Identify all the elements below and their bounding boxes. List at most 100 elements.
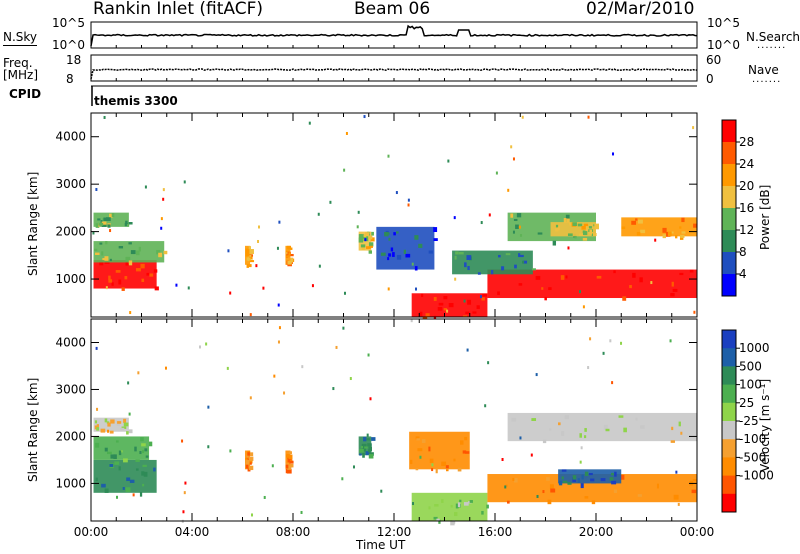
y-tick-label: 2000 <box>55 225 86 239</box>
heatmap-noise <box>363 115 366 119</box>
heatmap-speckle <box>101 223 107 227</box>
heatmap-noise <box>487 361 490 365</box>
heatmap-speckle <box>128 222 133 225</box>
heatmap-noise <box>262 286 265 290</box>
heatmap-speckle <box>123 458 128 463</box>
heatmap-speckle <box>143 471 148 477</box>
heatmap-speckle <box>135 268 141 272</box>
heatmap-noise <box>96 407 99 411</box>
heatmap-noise <box>335 345 338 349</box>
heatmap-speckle <box>248 255 253 259</box>
heatmap-speckle <box>623 427 627 433</box>
heatmap-speckle <box>144 448 148 452</box>
heatmap-speckle <box>118 246 124 249</box>
heatmap-speckle <box>418 243 423 248</box>
heatmap-speckle <box>359 453 362 456</box>
colorbar-tick-label: 25 <box>739 396 754 410</box>
heatmap-noise <box>276 246 279 250</box>
heatmap-noise <box>654 238 657 242</box>
colorbar-tick-label: 20 <box>739 179 754 193</box>
heatmap-speckle <box>519 234 523 237</box>
heatmap-speckle <box>577 223 583 227</box>
colorbar-tick-label: -500 <box>739 450 766 464</box>
heatmap-speckle <box>126 224 130 227</box>
heatmap-speckle <box>458 251 464 255</box>
heatmap-speckle <box>156 249 161 255</box>
heatmap-speckle <box>635 218 638 221</box>
heatmap-speckle <box>368 242 374 247</box>
heatmap-noise <box>412 502 415 506</box>
colorbar-cell <box>722 421 736 440</box>
heatmap-noise <box>446 309 449 313</box>
heatmap-speckle <box>620 474 625 480</box>
heatmap-speckle <box>437 307 443 311</box>
heatmap-speckle <box>111 282 114 286</box>
heatmap-speckle <box>572 475 577 480</box>
heatmap-speckle <box>134 446 137 452</box>
x-tick-label: 20:00 <box>579 525 614 539</box>
heatmap-noise <box>116 495 119 499</box>
heatmap-noise <box>580 446 583 450</box>
heatmap-speckle <box>287 260 292 265</box>
heatmap-speckle <box>472 311 477 314</box>
heatmap-speckle <box>390 247 394 252</box>
heatmap-speckle <box>656 483 659 489</box>
heatmap-speckle <box>588 226 592 229</box>
heatmap-speckle <box>433 516 438 520</box>
heatmap-speckle <box>600 478 606 482</box>
heatmap-speckle <box>562 480 568 483</box>
x-tick-label: 04:00 <box>175 525 210 539</box>
heatmap-speckle <box>122 487 125 490</box>
heatmap-noise <box>249 396 252 400</box>
heatmap-speckle <box>680 234 685 238</box>
heatmap-speckle <box>96 427 100 431</box>
heatmap-noise <box>207 405 210 409</box>
x-tick-label: 16:00 <box>478 525 513 539</box>
heatmap-noise <box>227 249 230 253</box>
heatmap-noise <box>95 346 98 350</box>
colorbar-cell <box>722 120 736 143</box>
heatmap-speckle <box>563 217 567 223</box>
heatmap-speckle <box>518 283 523 286</box>
colorbar-tick-label: 4 <box>739 267 747 281</box>
heatmap-speckle <box>106 451 112 455</box>
heatmap-speckle <box>246 263 249 268</box>
heatmap-noise <box>589 337 592 341</box>
heatmap-speckle <box>477 272 481 275</box>
heatmap-speckle <box>111 213 115 218</box>
heatmap-speckle <box>371 437 376 441</box>
heatmap-noise <box>258 225 261 229</box>
heatmap-speckle <box>287 263 292 267</box>
heatmap-speckle <box>369 245 373 248</box>
heatmap-speckle <box>105 241 108 245</box>
y-tick-label: 4000 <box>55 335 86 349</box>
heatmap-speckle <box>513 478 518 483</box>
heatmap-speckle <box>433 227 438 233</box>
heatmap-speckle <box>631 220 637 225</box>
heatmap-noise <box>345 131 348 135</box>
heatmap-speckle <box>123 418 127 423</box>
heatmap-speckle <box>498 254 501 258</box>
heatmap-speckle <box>514 264 517 269</box>
heatmap-speckle <box>692 479 697 482</box>
heatmap-speckle <box>124 276 128 280</box>
heatmap-noise <box>395 191 398 195</box>
heatmap-speckle <box>109 258 112 262</box>
heatmap-speckle <box>505 484 508 487</box>
heatmap-noise <box>199 345 202 349</box>
heatmap-speckle <box>158 252 163 258</box>
heatmap-speckle <box>482 294 488 297</box>
heatmap-speckle <box>118 279 122 285</box>
heatmap-noise <box>162 188 165 192</box>
heatmap-speckle <box>285 469 289 474</box>
heatmap-speckle <box>522 260 525 264</box>
heatmap-speckle <box>672 288 678 292</box>
heatmap-speckle <box>104 261 110 264</box>
heatmap-noise <box>542 490 545 494</box>
heatmap-speckle <box>141 471 145 476</box>
heatmap-speckle <box>691 489 697 494</box>
y-tick-label: 3000 <box>55 382 86 396</box>
heatmap-speckle <box>410 459 413 465</box>
heatmap-speckle <box>115 270 121 273</box>
heatmap-noise <box>504 485 507 489</box>
